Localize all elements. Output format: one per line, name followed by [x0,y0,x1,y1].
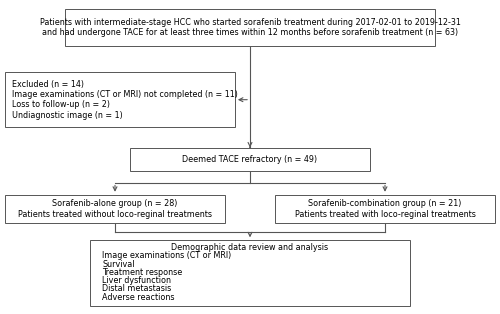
Text: Survival: Survival [102,260,135,268]
Text: Liver dysfunction: Liver dysfunction [102,276,172,285]
Bar [90,240,410,306]
Text: Patients with intermediate-stage HCC who started sorafenib treatment during 2017: Patients with intermediate-stage HCC who… [40,18,461,37]
Text: Sorafenib-alone group (n = 28)
Patients treated without loco-reginal treatments: Sorafenib-alone group (n = 28) Patients … [18,199,212,219]
Text: Treatment response: Treatment response [102,268,183,277]
Text: Sorafenib-combination group (n = 21)
Patients treated with loco-reginal treatmen: Sorafenib-combination group (n = 21) Pat… [294,199,476,219]
Text: Distal metastasis: Distal metastasis [102,284,172,293]
Text: Demographic data review and analysis: Demographic data review and analysis [172,243,328,252]
Bar [275,195,495,223]
Text: Excluded (n = 14)
Image examinations (CT or MRI) not completed (n = 11)
Loss to : Excluded (n = 14) Image examinations (CT… [12,79,238,120]
Bar [5,72,235,127]
Text: Image examinations (CT or MRI): Image examinations (CT or MRI) [102,252,232,260]
Bar [65,9,435,46]
Text: Adverse reactions: Adverse reactions [102,293,175,301]
Bar [5,195,225,223]
Text: Deemed TACE refractory (n = 49): Deemed TACE refractory (n = 49) [182,155,318,164]
Bar [130,148,370,171]
